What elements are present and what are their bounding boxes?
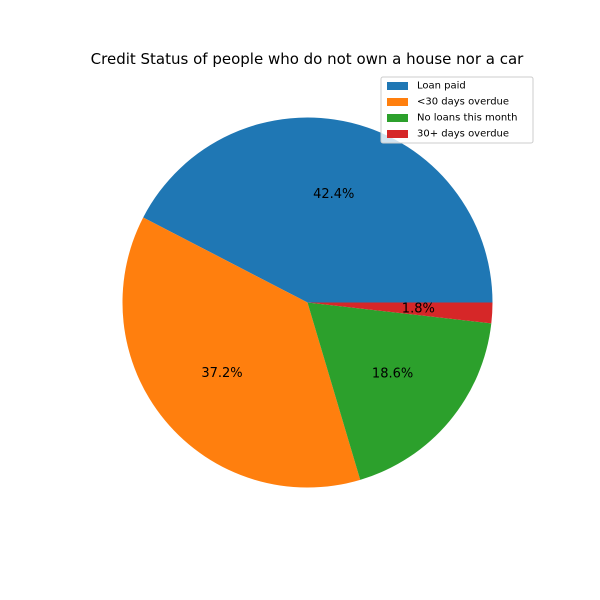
legend-label-no-loans-this-month: No loans this month: [417, 113, 517, 124]
pct-label-loan-paid: 42.4%: [313, 187, 354, 202]
pie-slice-30-days-overdue: [307, 302, 493, 324]
pie-slice-no-loans-this-month: [307, 302, 492, 480]
legend-swatch-30-days-overdue: [387, 130, 408, 138]
chart-legend: Loan paid <30 days overdue No loans this m…: [380, 76, 534, 144]
legend-label-30-days-overdue: 30+ days overdue: [417, 129, 509, 140]
pie-slice-loan-paid: [143, 117, 493, 303]
legend-label-30-days-overdue: <30 days overdue: [417, 97, 509, 108]
chart-title: Credit Status of people who do not own a…: [91, 50, 525, 68]
legend-label-loan-paid: Loan paid: [417, 81, 466, 92]
pct-label-30-days-overdue: 1.8%: [402, 301, 435, 316]
pct-label-30-days-overdue: 37.2%: [201, 366, 242, 381]
pie-slice-30-days-overdue: [122, 217, 361, 488]
legend-swatch-loan-paid: [387, 82, 408, 90]
legend-frame: [380, 76, 534, 144]
legend-swatch-30-days-overdue: [387, 98, 408, 106]
pie-value-labels: 42.4% 37.2% 18.6% 1.8%: [201, 187, 435, 381]
pct-label-no-loans-this-month: 18.6%: [372, 366, 413, 381]
legend-swatch-no-loans-this-month: [387, 114, 408, 122]
pie-slices: [122, 117, 493, 488]
